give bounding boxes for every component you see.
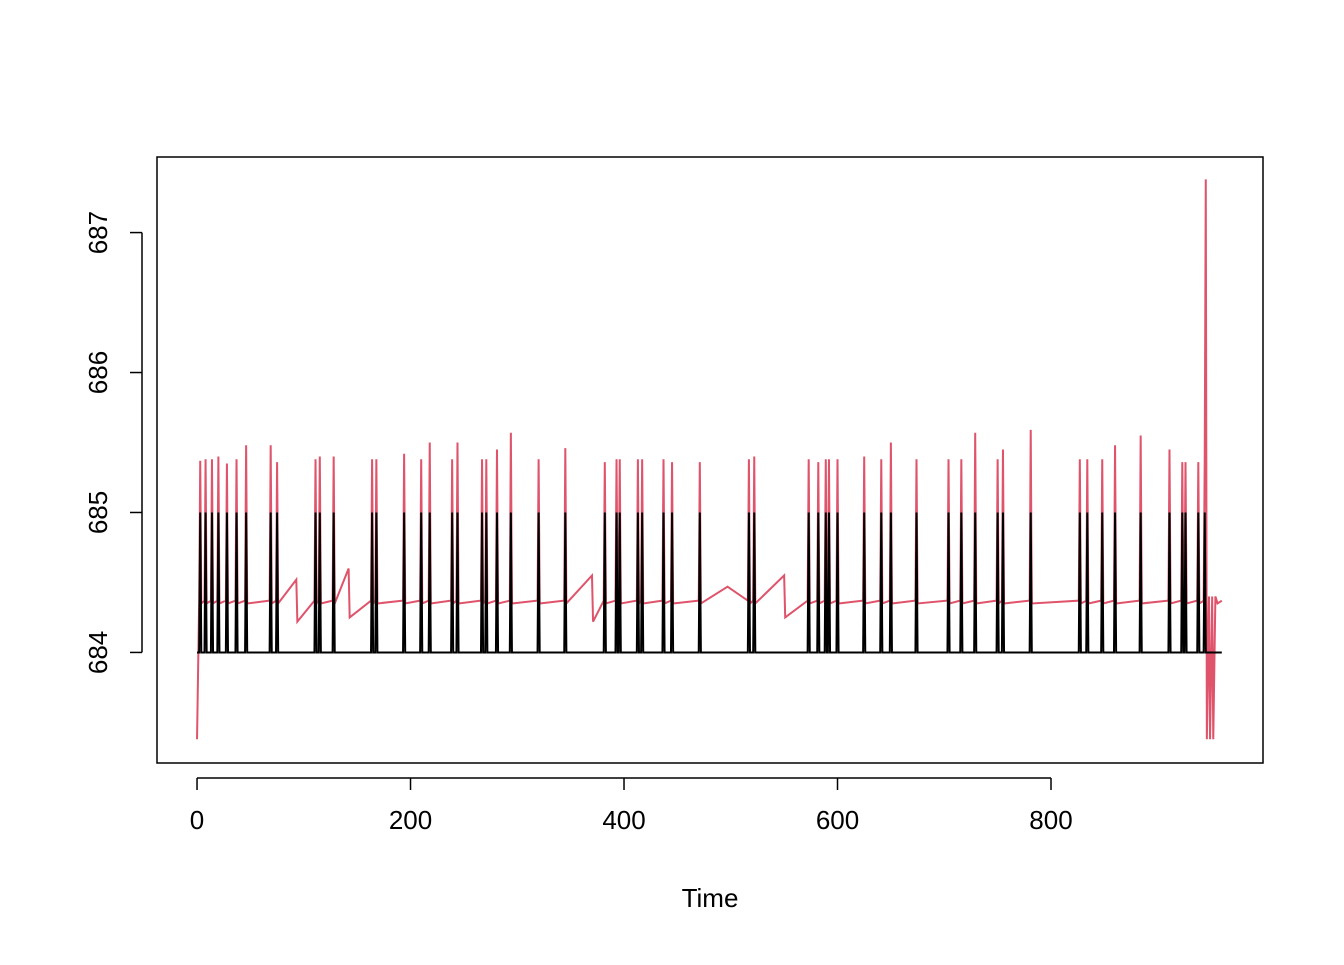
series-line — [197, 512, 1222, 654]
y-tick-label: 684 — [83, 631, 113, 674]
y-tick-label: 686 — [83, 351, 113, 394]
x-tick-label: 600 — [816, 805, 859, 835]
plot-frame — [156, 156, 1264, 764]
x-tick-label: 200 — [389, 805, 432, 835]
x-tick-label: 0 — [190, 805, 204, 835]
y-tick-label: 687 — [83, 211, 113, 254]
x-axis-label: Time — [682, 883, 739, 913]
x-tick-label: 400 — [602, 805, 645, 835]
y-tick-label: 685 — [83, 491, 113, 534]
series-line — [196, 179, 1223, 740]
x-tick-label: 800 — [1029, 805, 1072, 835]
